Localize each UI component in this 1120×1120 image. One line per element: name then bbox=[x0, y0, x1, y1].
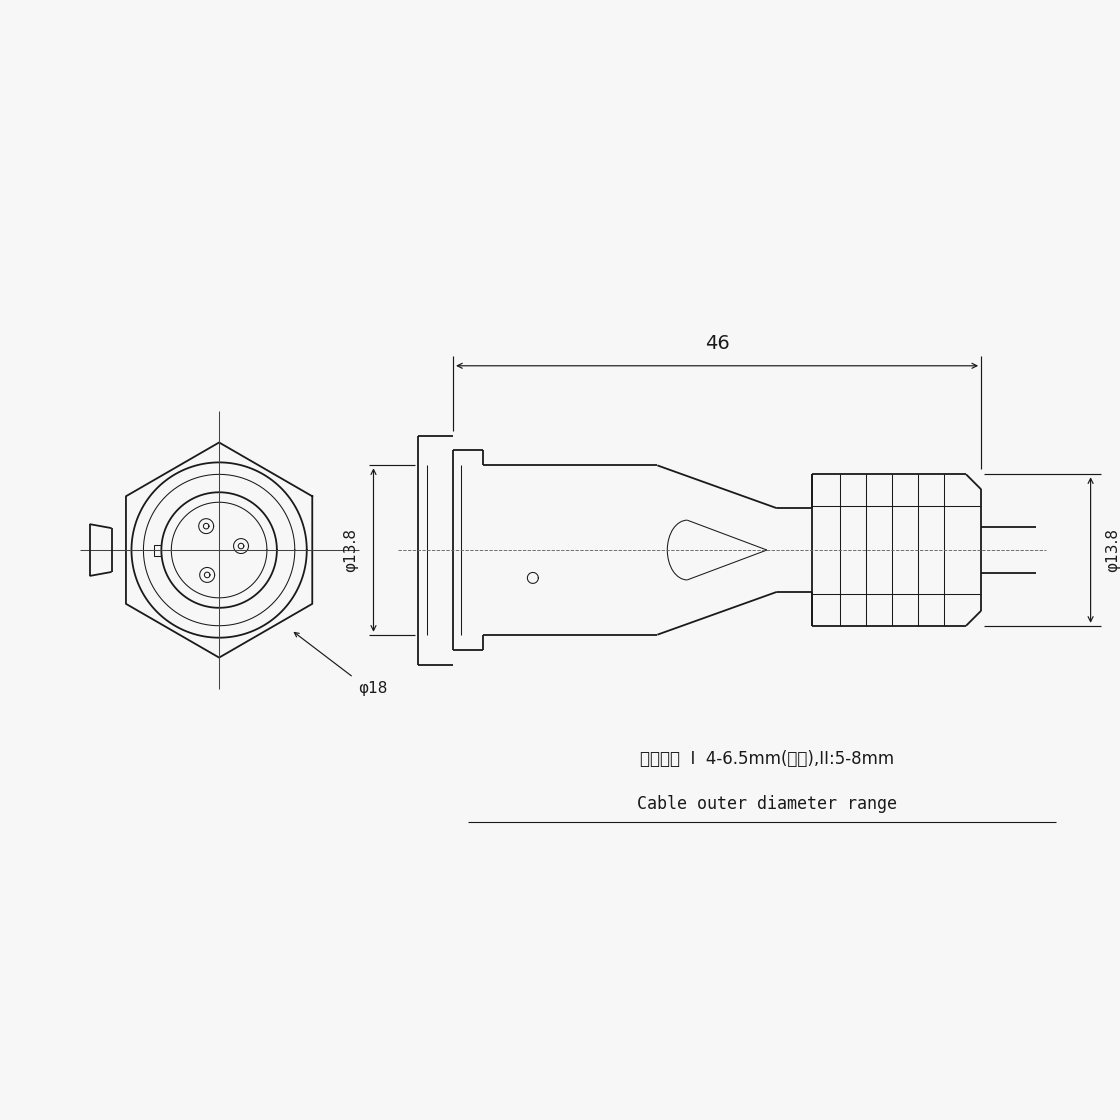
Text: 电缆直径  I  4-6.5mm(不标),II:5-8mm: 电缆直径 I 4-6.5mm(不标),II:5-8mm bbox=[640, 750, 894, 768]
Text: φ13.8: φ13.8 bbox=[344, 528, 358, 572]
Bar bbox=[155, 544, 161, 556]
Text: 46: 46 bbox=[704, 334, 729, 353]
Text: φ13.8: φ13.8 bbox=[1105, 528, 1120, 572]
Text: φ18: φ18 bbox=[358, 681, 388, 696]
Text: Cable outer diameter range: Cable outer diameter range bbox=[637, 795, 897, 813]
